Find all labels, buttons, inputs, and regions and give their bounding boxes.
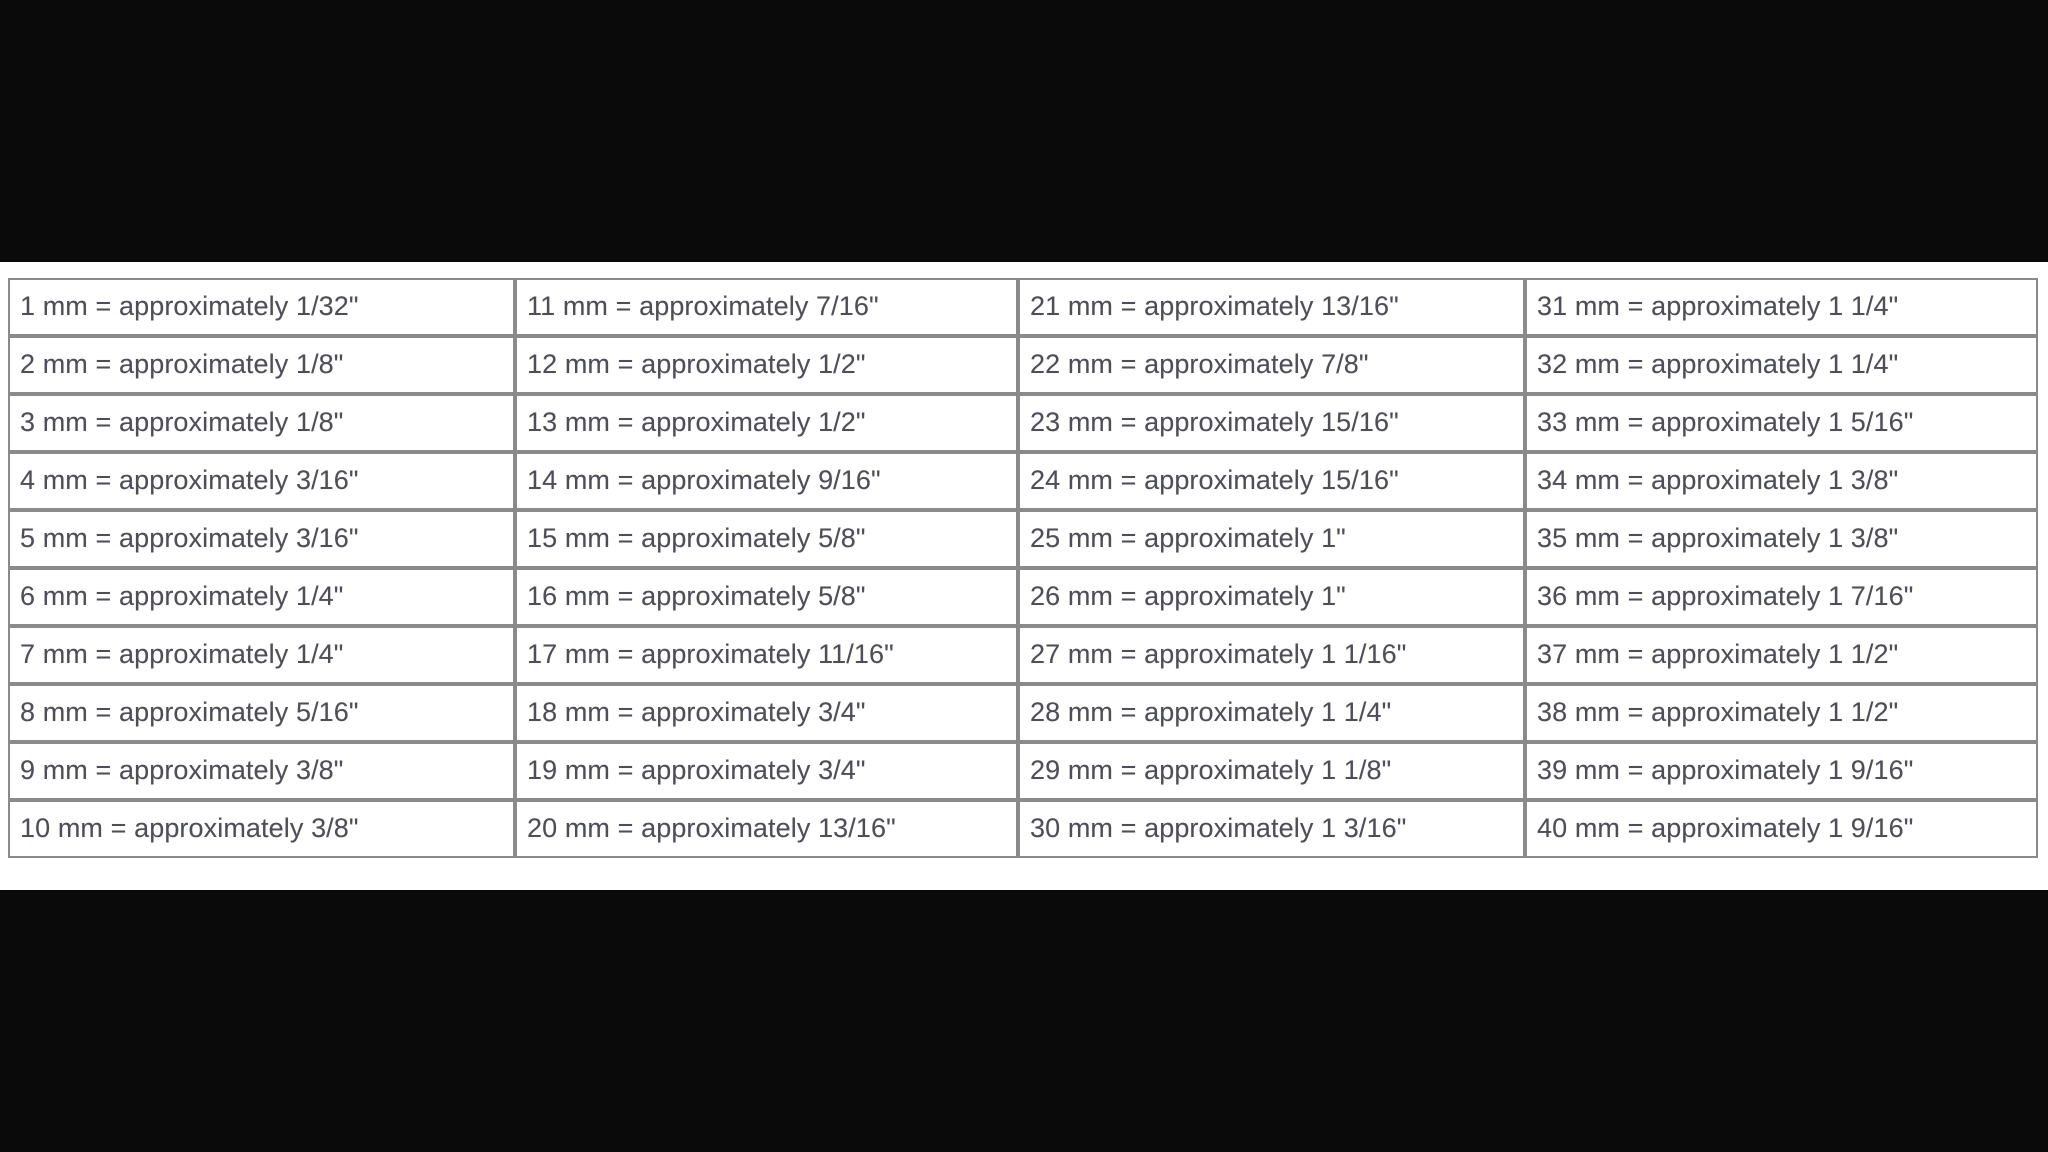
- conversion-cell-text: 39 mm = approximately 1 9/16": [1537, 755, 1914, 786]
- conversion-cell: 25 mm = approximately 1": [1018, 510, 1525, 568]
- conversion-cell: 34 mm = approximately 1 3/8": [1525, 452, 2038, 510]
- conversion-cell: 33 mm = approximately 1 5/16": [1525, 394, 2038, 452]
- conversion-cell: 11 mm = approximately 7/16": [515, 278, 1018, 336]
- conversion-cell-text: 33 mm = approximately 1 5/16": [1537, 407, 1914, 438]
- conversion-cell-text: 16 mm = approximately 5/8": [527, 581, 866, 612]
- conversion-cell-text: 3 mm = approximately 1/8": [20, 407, 344, 438]
- conversion-cell: 30 mm = approximately 1 3/16": [1018, 800, 1525, 858]
- conversion-cell: 19 mm = approximately 3/4": [515, 742, 1018, 800]
- conversion-cell-text: 1 mm = approximately 1/32": [20, 291, 359, 322]
- conversion-cell-text: 20 mm = approximately 13/16": [527, 813, 896, 844]
- conversion-cell-text: 22 mm = approximately 7/8": [1030, 349, 1369, 380]
- conversion-cell: 32 mm = approximately 1 1/4": [1525, 336, 2038, 394]
- conversion-cell-text: 37 mm = approximately 1 1/2": [1537, 639, 1899, 670]
- conversion-cell-text: 5 mm = approximately 3/16": [20, 523, 359, 554]
- conversion-cell: 3 mm = approximately 1/8": [8, 394, 515, 452]
- conversion-cell: 40 mm = approximately 1 9/16": [1525, 800, 2038, 858]
- letterbox-top-bar: [0, 0, 2048, 262]
- conversion-cell: 31 mm = approximately 1 1/4": [1525, 278, 2038, 336]
- conversion-cell: 6 mm = approximately 1/4": [8, 568, 515, 626]
- conversion-cell-text: 38 mm = approximately 1 1/2": [1537, 697, 1899, 728]
- conversion-cell: 20 mm = approximately 13/16": [515, 800, 1018, 858]
- conversion-cell-text: 18 mm = approximately 3/4": [527, 697, 866, 728]
- conversion-cell: 7 mm = approximately 1/4": [8, 626, 515, 684]
- conversion-cell-text: 13 mm = approximately 1/2": [527, 407, 866, 438]
- table-row: 8 mm = approximately 5/16" 18 mm = approx…: [8, 684, 2038, 742]
- conversion-cell-text: 21 mm = approximately 13/16": [1030, 291, 1399, 322]
- conversion-cell-text: 6 mm = approximately 1/4": [20, 581, 344, 612]
- conversion-cell-text: 7 mm = approximately 1/4": [20, 639, 344, 670]
- conversion-cell-text: 25 mm = approximately 1": [1030, 523, 1346, 554]
- table-row: 9 mm = approximately 3/8" 19 mm = approxi…: [8, 742, 2038, 800]
- conversion-cell: 38 mm = approximately 1 1/2": [1525, 684, 2038, 742]
- conversion-cell: 21 mm = approximately 13/16": [1018, 278, 1525, 336]
- conversion-cell-text: 11 mm = approximately 7/16": [527, 291, 879, 322]
- conversion-cell-text: 8 mm = approximately 5/16": [20, 697, 359, 728]
- conversion-cell: 16 mm = approximately 5/8": [515, 568, 1018, 626]
- conversion-cell: 12 mm = approximately 1/2": [515, 336, 1018, 394]
- table-row: 5 mm = approximately 3/16" 15 mm = approx…: [8, 510, 2038, 568]
- conversion-cell: 39 mm = approximately 1 9/16": [1525, 742, 2038, 800]
- conversion-cell: 10 mm = approximately 3/8": [8, 800, 515, 858]
- conversion-cell: 26 mm = approximately 1": [1018, 568, 1525, 626]
- conversion-cell: 1 mm = approximately 1/32": [8, 278, 515, 336]
- conversion-cell: 27 mm = approximately 1 1/16": [1018, 626, 1525, 684]
- conversion-cell-text: 28 mm = approximately 1 1/4": [1030, 697, 1392, 728]
- conversion-cell-text: 34 mm = approximately 1 3/8": [1537, 465, 1899, 496]
- table-row: 6 mm = approximately 1/4" 16 mm = approxi…: [8, 568, 2038, 626]
- letterbox-bottom-bar: [0, 890, 2048, 1152]
- conversion-cell: 18 mm = approximately 3/4": [515, 684, 1018, 742]
- conversion-cell-text: 9 mm = approximately 3/8": [20, 755, 344, 786]
- conversion-cell: 15 mm = approximately 5/8": [515, 510, 1018, 568]
- table-row: 4 mm = approximately 3/16" 14 mm = approx…: [8, 452, 2038, 510]
- conversion-cell-text: 10 mm = approximately 3/8": [20, 813, 359, 844]
- conversion-cell-text: 30 mm = approximately 1 3/16": [1030, 813, 1407, 844]
- conversion-cell: 5 mm = approximately 3/16": [8, 510, 515, 568]
- mm-to-inch-conversion-table: 1 mm = approximately 1/32" 11 mm = approx…: [8, 278, 2038, 858]
- table-row: 2 mm = approximately 1/8" 12 mm = approxi…: [8, 336, 2038, 394]
- conversion-cell-text: 23 mm = approximately 15/16": [1030, 407, 1399, 438]
- conversion-cell-text: 15 mm = approximately 5/8": [527, 523, 866, 554]
- table-row: 7 mm = approximately 1/4" 17 mm = approxi…: [8, 626, 2038, 684]
- conversion-cell: 9 mm = approximately 3/8": [8, 742, 515, 800]
- conversion-cell: 29 mm = approximately 1 1/8": [1018, 742, 1525, 800]
- conversion-cell: 36 mm = approximately 1 7/16": [1525, 568, 2038, 626]
- conversion-cell-text: 19 mm = approximately 3/4": [527, 755, 866, 786]
- conversion-cell-text: 17 mm = approximately 11/16": [527, 639, 894, 670]
- conversion-cell-text: 40 mm = approximately 1 9/16": [1537, 813, 1914, 844]
- conversion-cell: 2 mm = approximately 1/8": [8, 336, 515, 394]
- conversion-cell: 17 mm = approximately 11/16": [515, 626, 1018, 684]
- conversion-cell-text: 31 mm = approximately 1 1/4": [1537, 291, 1899, 322]
- conversion-cell-text: 24 mm = approximately 15/16": [1030, 465, 1399, 496]
- conversion-cell: 14 mm = approximately 9/16": [515, 452, 1018, 510]
- conversion-cell-text: 2 mm = approximately 1/8": [20, 349, 344, 380]
- conversion-cell: 22 mm = approximately 7/8": [1018, 336, 1525, 394]
- conversion-cell-text: 29 mm = approximately 1 1/8": [1030, 755, 1392, 786]
- table-row: 1 mm = approximately 1/32" 11 mm = approx…: [8, 278, 2038, 336]
- table-row: 3 mm = approximately 1/8" 13 mm = approxi…: [8, 394, 2038, 452]
- conversion-cell: 4 mm = approximately 3/16": [8, 452, 515, 510]
- conversion-cell-text: 12 mm = approximately 1/2": [527, 349, 866, 380]
- conversion-cell-text: 26 mm = approximately 1": [1030, 581, 1346, 612]
- conversion-cell-text: 35 mm = approximately 1 3/8": [1537, 523, 1899, 554]
- table-row: 10 mm = approximately 3/8" 20 mm = approx…: [8, 800, 2038, 858]
- conversion-cell-text: 4 mm = approximately 3/16": [20, 465, 359, 496]
- conversion-cell: 24 mm = approximately 15/16": [1018, 452, 1525, 510]
- conversion-cell-text: 36 mm = approximately 1 7/16": [1537, 581, 1914, 612]
- conversion-cell-text: 27 mm = approximately 1 1/16": [1030, 639, 1407, 670]
- conversion-cell: 37 mm = approximately 1 1/2": [1525, 626, 2038, 684]
- conversion-cell: 8 mm = approximately 5/16": [8, 684, 515, 742]
- conversion-cell: 28 mm = approximately 1 1/4": [1018, 684, 1525, 742]
- conversion-cell: 13 mm = approximately 1/2": [515, 394, 1018, 452]
- conversion-cell-text: 14 mm = approximately 9/16": [527, 465, 881, 496]
- conversion-cell: 35 mm = approximately 1 3/8": [1525, 510, 2038, 568]
- conversion-cell-text: 32 mm = approximately 1 1/4": [1537, 349, 1899, 380]
- table-body: 1 mm = approximately 1/32" 11 mm = approx…: [8, 278, 2038, 858]
- document-content-band: 1 mm = approximately 1/32" 11 mm = approx…: [0, 262, 2048, 890]
- conversion-cell: 23 mm = approximately 15/16": [1018, 394, 1525, 452]
